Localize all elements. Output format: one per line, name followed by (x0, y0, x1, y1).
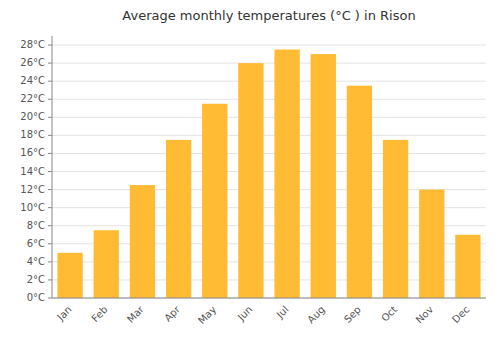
y-tick (48, 81, 52, 82)
title: Average monthly temperatures (°C ) in Ri… (122, 8, 415, 23)
y-tick-label: 12°C (20, 184, 45, 195)
bar (311, 54, 336, 298)
y-tick-label: 8°C (27, 220, 45, 231)
bar (94, 230, 119, 298)
grid-line (52, 45, 486, 46)
bar (166, 140, 191, 298)
y-tick-label: 6°C (27, 238, 45, 249)
y-tick-label: 0°C (27, 292, 45, 303)
y-tick-label: 4°C (27, 256, 45, 267)
grid-line (52, 298, 486, 299)
y-tick-label: 10°C (20, 202, 45, 213)
y-tick (48, 279, 52, 280)
y-tick-label: 24°C (20, 75, 45, 86)
x-tick-label: Apr (162, 303, 183, 324)
y-tick (48, 63, 52, 64)
y-tick (48, 171, 52, 172)
bar (383, 140, 408, 298)
y-tick (48, 243, 52, 244)
x-tick-label: Sep (342, 304, 363, 325)
grid-line (52, 63, 486, 64)
y-tick (48, 135, 52, 136)
y-tick-label: 2°C (27, 274, 45, 285)
chart: 0°C 2°C 4°C 6°C 8°C 10°C 12°C 14°C 16°C 18°C 20°C 2… (0, 0, 500, 350)
x-tick-label: May (196, 304, 218, 326)
x-tick-label: Feb (89, 304, 109, 324)
grid-line (52, 81, 486, 82)
bar (347, 86, 372, 298)
y-tick-label: 28°C (20, 39, 45, 50)
y-tick (48, 261, 52, 262)
y-tick (48, 298, 52, 299)
y-tick (48, 189, 52, 190)
y-tick (48, 153, 52, 154)
y-tick-label: 18°C (20, 129, 45, 140)
bar (419, 190, 444, 298)
y-tick (48, 45, 52, 46)
x-tick-label: Aug (305, 304, 327, 326)
grid-line (52, 135, 486, 136)
x-tick-label: Nov (414, 304, 436, 326)
x-tick-label: Jan (54, 304, 73, 323)
x-tick-label: Mar (125, 303, 147, 325)
y-tick-label: 22°C (20, 93, 45, 104)
bar (202, 104, 227, 298)
grid-line (52, 99, 486, 100)
bar (455, 235, 480, 298)
y-tick (48, 225, 52, 226)
bar (130, 185, 155, 298)
x-tick-label: Dec (450, 304, 471, 325)
bar (238, 63, 263, 298)
y-tick-label: 16°C (20, 147, 45, 158)
y-tick (48, 117, 52, 118)
bar (274, 50, 299, 298)
x-tick-label: Jul (274, 304, 291, 321)
x-tick-label: Oct (379, 304, 399, 324)
y-tick-label: 26°C (20, 57, 45, 68)
grid-line (52, 171, 486, 172)
x-tick-label: Jun (235, 304, 255, 324)
grid-line (52, 117, 486, 118)
bars (57, 50, 480, 298)
bar (57, 253, 82, 298)
y-tick (48, 207, 52, 208)
grid-line (52, 153, 486, 154)
y-tick-label: 20°C (20, 111, 45, 122)
x-axis-line (52, 298, 486, 299)
y-tick (48, 99, 52, 100)
y-tick-label: 14°C (20, 166, 45, 177)
y-axis-line (52, 36, 53, 298)
